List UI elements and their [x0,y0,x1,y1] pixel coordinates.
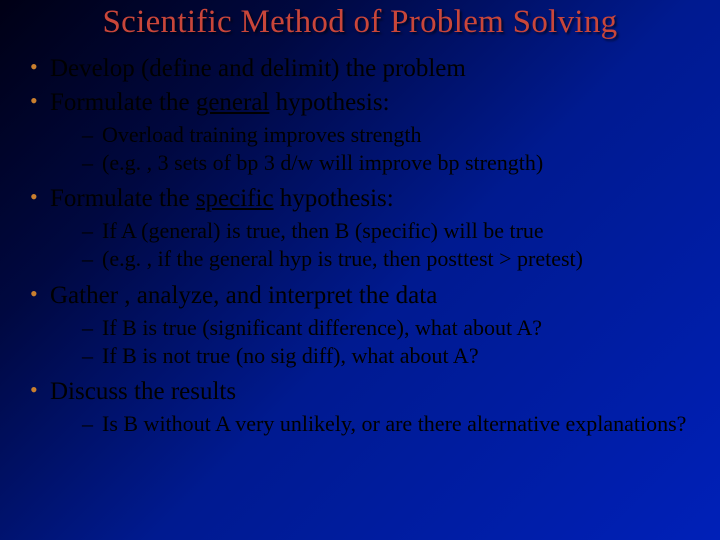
list-item: Gather , analyze, and interpret the data… [28,280,700,370]
sub-list-item: If B is true (significant difference), w… [80,314,700,342]
bullet-text-underline: specific [196,185,274,212]
bullet-text-underline: general [196,89,270,116]
list-item: Formulate the specific hypothesis: If A … [28,183,700,273]
sub-list: If B is true (significant difference), w… [50,314,700,370]
bullet-text-post: hypothesis: [269,89,389,116]
sub-list-item: If B is not true (no sig diff), what abo… [80,342,700,370]
sub-text: (e.g. , if the general hyp is true, then… [102,246,583,271]
sub-list-item: Overload training improves strength [80,121,700,149]
list-item: Discuss the results Is B without A very … [28,376,700,438]
sub-text: If B is not true (no sig diff), what abo… [102,343,479,368]
sub-list-item: (e.g. , if the general hyp is true, then… [80,245,700,273]
sub-list: Overload training improves strength (e.g… [50,121,700,177]
list-item: Formulate the general hypothesis: Overlo… [28,87,700,177]
bullet-text-post: hypothesis: [274,185,394,212]
bullet-text-pre: Formulate the [50,185,196,212]
bullet-text: Gather , analyze, and interpret the data [50,282,437,309]
sub-text: (e.g. , 3 sets of bp 3 d/w will improve … [102,150,543,175]
sub-list-item: Is B without A very unlikely, or are the… [80,410,700,438]
sub-list: If A (general) is true, then B (specific… [50,217,700,273]
bullet-text: Develop (define and delimit) the problem [50,55,466,82]
slide-title: Scientific Method of Problem Solving [20,4,700,41]
bullet-text: Discuss the results [50,378,236,405]
sub-text: If A (general) is true, then B (specific… [102,218,544,243]
bullet-list: Develop (define and delimit) the problem… [20,53,700,438]
slide: Scientific Method of Problem Solving Dev… [0,0,720,540]
sub-list-item: If A (general) is true, then B (specific… [80,217,700,245]
sub-list-item: (e.g. , 3 sets of bp 3 d/w will improve … [80,149,700,177]
sub-text: Is B without A very unlikely, or are the… [102,411,686,436]
list-item: Develop (define and delimit) the problem [28,53,700,85]
sub-text: If B is true (significant difference), w… [102,315,542,340]
sub-list: Is B without A very unlikely, or are the… [50,410,700,438]
bullet-text-pre: Formulate the [50,89,196,116]
sub-text: Overload training improves strength [102,122,422,147]
